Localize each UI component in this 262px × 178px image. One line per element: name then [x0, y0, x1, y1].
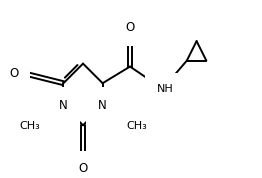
Text: N: N: [98, 99, 107, 112]
Text: O: O: [9, 67, 18, 80]
Text: NH: NH: [156, 84, 173, 94]
Text: CH₃: CH₃: [126, 121, 147, 131]
Text: CH₃: CH₃: [19, 121, 40, 131]
Text: N: N: [59, 99, 68, 112]
Text: O: O: [78, 163, 88, 176]
Text: O: O: [125, 21, 135, 34]
